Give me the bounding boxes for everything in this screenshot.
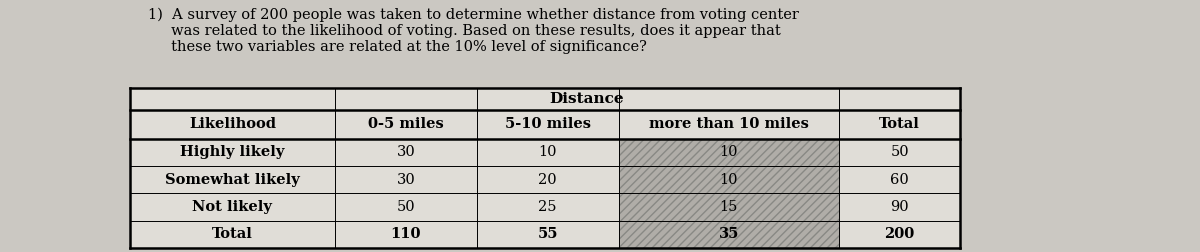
Text: 5-10 miles: 5-10 miles [505,117,590,131]
Bar [130,88,960,248]
Bar [618,166,839,194]
Bar [618,194,839,221]
Text: 35: 35 [719,227,739,241]
Text: 60: 60 [890,173,908,187]
Text: 0-5 miles: 0-5 miles [368,117,444,131]
Text: 30: 30 [396,173,415,187]
Text: 110: 110 [390,227,421,241]
Text: Highly likely: Highly likely [180,145,284,160]
Text: 30: 30 [396,145,415,160]
Text: 90: 90 [890,200,908,214]
Text: 15: 15 [720,200,738,214]
Text: 50: 50 [396,200,415,214]
Text: 10: 10 [720,145,738,160]
Bar [618,221,839,248]
Text: Distance: Distance [550,92,624,106]
Text: these two variables are related at the 10% level of significance?: these two variables are related at the 1… [148,40,647,54]
Text: 1)  A survey of 200 people was taken to determine whether distance from voting c: 1) A survey of 200 people was taken to d… [148,8,799,22]
Text: more than 10 miles: more than 10 miles [649,117,809,131]
Text: was related to the likelihood of voting. Based on these results, does it appear : was related to the likelihood of voting.… [148,24,781,38]
Text: Not likely: Not likely [192,200,272,214]
Text: Likelihood: Likelihood [188,117,276,131]
Bar [618,139,839,166]
Text: 200: 200 [884,227,914,241]
Text: 20: 20 [539,173,557,187]
Text: Total: Total [880,117,920,131]
Text: Somewhat likely: Somewhat likely [166,173,300,187]
Text: 50: 50 [890,145,908,160]
Text: Total: Total [212,227,253,241]
Text: 25: 25 [539,200,557,214]
Text: 55: 55 [538,227,558,241]
Text: 10: 10 [720,173,738,187]
Text: 10: 10 [539,145,557,160]
